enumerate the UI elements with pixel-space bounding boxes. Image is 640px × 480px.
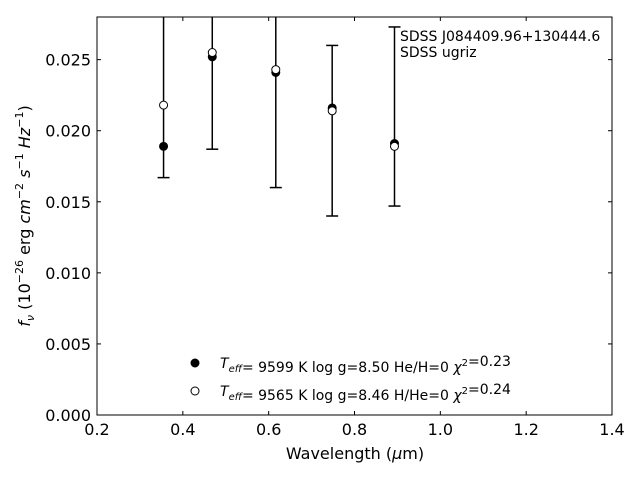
y-tick-label: 0.025 xyxy=(45,51,91,70)
x-tick-label: 0.8 xyxy=(342,420,367,439)
y-tick-label: 0.005 xyxy=(45,335,91,354)
annotation-filter-set: SDSS ugriz xyxy=(400,45,477,61)
legend-marker-filled xyxy=(190,358,200,368)
y-tick-label: 0.010 xyxy=(45,264,91,283)
data-point-open xyxy=(159,100,169,110)
data-point-open xyxy=(389,141,399,151)
y-axis-label: fν (10−26 erg cm−2 s−1 Hz−1) xyxy=(13,105,37,326)
error-bars xyxy=(157,17,401,217)
legend: Teff= 9599 K log g=8.50 He/H=0 χ2=0.23 Te… xyxy=(190,354,511,404)
plot-area xyxy=(96,16,613,416)
data-point-open xyxy=(207,48,217,58)
ticks: 0.2 0.4 0.6 0.8 1.0 1.2 1.4 0.000 0.005 0.010 0.01… xyxy=(45,17,625,439)
y-tick-label: 0.015 xyxy=(45,193,91,212)
x-tick-label: 0.6 xyxy=(256,420,281,439)
x-axis-label: Wavelength (μm) xyxy=(286,444,424,463)
x-tick-label: 1.0 xyxy=(428,420,453,439)
x-tick-label: 0.4 xyxy=(170,420,195,439)
x-tick-label: 1.4 xyxy=(599,420,624,439)
legend-marker-open xyxy=(190,386,200,396)
data-point-filled xyxy=(159,141,169,151)
legend-entry-label: Teff= 9565 K log g=8.46 H/He=0 χ2=0.24 xyxy=(220,382,511,404)
annotation-object-name: SDSS J084409.96+130444.6 xyxy=(400,29,600,45)
x-tick-label: 0.2 xyxy=(84,420,109,439)
x-tick-label: 1.2 xyxy=(513,420,538,439)
y-tick-label: 0.000 xyxy=(45,406,91,425)
data-point-open xyxy=(327,106,337,116)
data-point-open xyxy=(271,65,281,75)
data-points xyxy=(159,48,399,151)
y-tick-label: 0.020 xyxy=(45,122,91,141)
legend-entry-label: Teff= 9599 K log g=8.50 He/H=0 χ2=0.23 xyxy=(220,354,511,376)
